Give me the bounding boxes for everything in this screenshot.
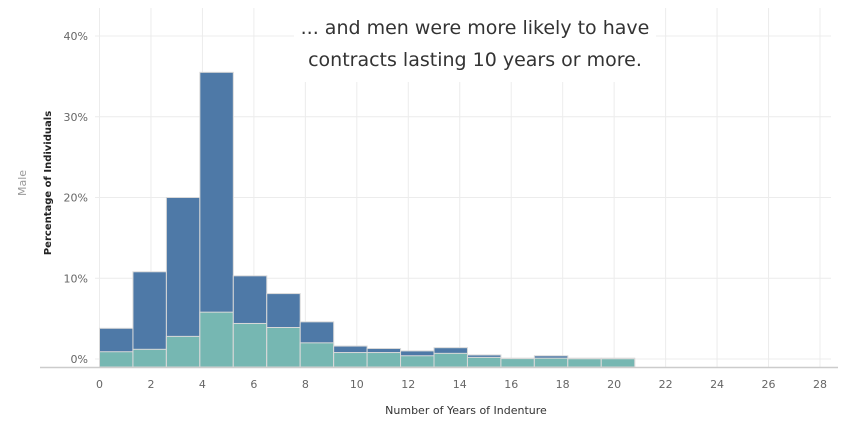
bar-segment <box>266 327 301 368</box>
x-tick-label: 12 <box>401 378 415 391</box>
y-tick-label: 0% <box>71 353 88 366</box>
bar-segment <box>433 352 468 368</box>
bar-segment <box>199 311 234 368</box>
x-axis-title: Number of Years of Indenture <box>385 404 547 417</box>
x-tick-label: 2 <box>147 378 154 391</box>
bar-segment <box>500 358 535 368</box>
y-tick-label: 20% <box>64 192 88 205</box>
y-tick-label: 40% <box>64 30 88 43</box>
facet-label: Male <box>16 170 29 196</box>
x-tick-label: 26 <box>762 378 776 391</box>
bar-segment <box>567 358 602 368</box>
bar-segment <box>400 355 435 368</box>
x-tick-label: 6 <box>250 378 257 391</box>
bar-segment <box>333 352 368 368</box>
bar-segment <box>600 358 636 368</box>
y-tick-label: 30% <box>64 111 88 124</box>
x-tick-label: 20 <box>607 378 621 391</box>
x-tick-label: 28 <box>813 378 827 391</box>
y-tick-label: 10% <box>64 272 88 285</box>
bar-segment <box>299 342 335 368</box>
axes: 0%10%20%30%40%0 2 4 6 8 10 12 14 16 18 20 22 24 26 28 <box>40 30 838 391</box>
bar-segment <box>366 352 402 368</box>
bar-segment <box>232 322 268 368</box>
x-tick-label: 10 <box>350 378 364 391</box>
bar-segment <box>99 351 134 368</box>
x-tick-label: 8 <box>302 378 309 391</box>
x-tick-label: 24 <box>710 378 724 391</box>
x-tick-label: 4 <box>199 378 206 391</box>
x-tick-label: 22 <box>659 378 673 391</box>
x-tick-label: 0 <box>96 378 103 391</box>
chart-annotation: ... and men were more likely to have con… <box>294 8 656 82</box>
bar-segment <box>132 348 167 368</box>
x-tick-label: 16 <box>504 378 518 391</box>
x-tick-label: 18 <box>556 378 570 391</box>
bar-segment <box>533 357 569 368</box>
bar-segment <box>165 335 201 368</box>
y-axis-title: Percentage of Individuals <box>43 111 54 255</box>
bar-segment <box>466 356 502 368</box>
x-tick-label: 14 <box>453 378 467 391</box>
